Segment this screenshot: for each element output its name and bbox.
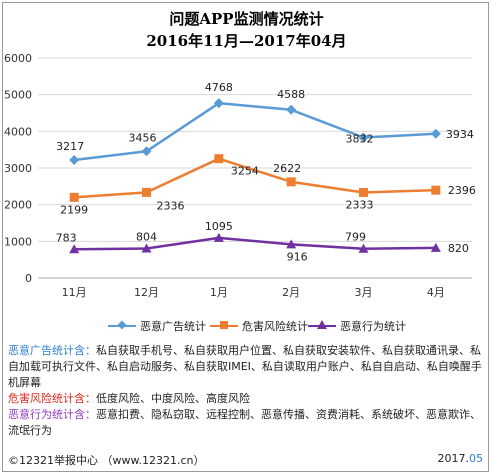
data-point bbox=[142, 187, 151, 197]
data-point bbox=[430, 128, 441, 139]
note-body: 恶意扣费、隐私窃取、远程控制、恶意传播、资费消耗、系统破坏、恶意欺诈、流氓行为 bbox=[8, 408, 481, 437]
legend-label: 恶意广告统计 bbox=[140, 320, 206, 333]
data-label: 3934 bbox=[446, 128, 474, 141]
data-label: 1095 bbox=[205, 220, 233, 233]
data-point bbox=[286, 104, 297, 115]
data-label: 3217 bbox=[56, 140, 84, 153]
data-point bbox=[358, 243, 369, 253]
x-tick-label: 11月 bbox=[62, 286, 87, 299]
note-heading: 恶意行为统计含： bbox=[8, 408, 96, 421]
data-point bbox=[431, 185, 441, 195]
data-label: 2396 bbox=[448, 184, 476, 197]
x-tick-label: 2月 bbox=[282, 286, 300, 299]
note-heading: 恶意广告统计含： bbox=[8, 344, 96, 357]
data-label: 4588 bbox=[277, 88, 305, 101]
data-label: 2333 bbox=[346, 198, 374, 211]
note-heading: 危害风险统计含： bbox=[8, 392, 96, 405]
data-point bbox=[286, 239, 297, 249]
y-tick-label: 2000 bbox=[4, 199, 32, 212]
chart-subtitle: 2016年11月—2017年04月 bbox=[146, 32, 347, 50]
data-point bbox=[359, 187, 368, 197]
note-body: 低度风险、中度风险、高度风险 bbox=[96, 392, 250, 405]
data-point bbox=[69, 244, 80, 254]
data-label: 3832 bbox=[346, 132, 374, 145]
data-point bbox=[141, 146, 152, 157]
data-label: 799 bbox=[345, 231, 366, 244]
footer-date-main: 2017. bbox=[437, 452, 470, 465]
x-tick-label: 3月 bbox=[355, 286, 373, 299]
note-risk: 危害风险统计含：低度风险、中度风险、高度风险 bbox=[8, 391, 484, 407]
data-point bbox=[213, 98, 224, 109]
triangle-marker-icon bbox=[317, 320, 327, 329]
note-ads: 恶意广告统计含：私自获取手机号、私自获取用户位置、私自获取安装软件、私自获取通讯… bbox=[8, 343, 484, 391]
footer-date: 2017.05 bbox=[438, 452, 484, 465]
data-point bbox=[430, 242, 441, 252]
data-label: 804 bbox=[136, 231, 157, 244]
x-tick-label: 4月 bbox=[427, 286, 445, 299]
data-label: 2336 bbox=[157, 199, 185, 212]
series-line bbox=[74, 101, 436, 162]
y-tick-label: 6000 bbox=[4, 52, 32, 65]
chart-frame bbox=[2, 2, 489, 472]
legend-label: 危害风险统计 bbox=[242, 320, 308, 333]
y-tick-label: 4000 bbox=[4, 125, 32, 138]
x-tick-label: 1月 bbox=[210, 286, 228, 299]
data-point bbox=[69, 192, 79, 202]
data-label: 4768 bbox=[205, 81, 233, 94]
footer-source: ©12321举报中心 （www.12321.cn） bbox=[8, 454, 205, 467]
y-tick-label: 5000 bbox=[4, 89, 32, 102]
y-tick-label: 1000 bbox=[4, 235, 32, 248]
square-marker-icon bbox=[220, 321, 228, 329]
data-point bbox=[358, 132, 369, 143]
data-label: 783 bbox=[56, 231, 77, 244]
data-point bbox=[286, 177, 296, 187]
note-body: 私自获取手机号、私自获取用户位置、私自获取安装软件、私自获取通讯录、私自加载可执… bbox=[8, 344, 482, 389]
data-label: 2199 bbox=[60, 203, 88, 216]
data-point bbox=[69, 155, 80, 166]
footer-date-accent: 05 bbox=[469, 452, 483, 465]
data-label: 916 bbox=[287, 250, 308, 263]
data-point bbox=[213, 232, 224, 242]
legend: 恶意广告统计 危害风险统计 恶意行为统计 bbox=[0, 318, 493, 334]
data-label: 820 bbox=[448, 242, 469, 255]
notes-section: 恶意广告统计含：私自获取手机号、私自获取用户位置、私自获取安装软件、私自获取通讯… bbox=[8, 343, 484, 439]
x-tick-label: 12月 bbox=[134, 286, 159, 299]
series-line bbox=[74, 157, 436, 199]
diamond-marker-icon bbox=[117, 320, 127, 330]
y-tick-label: 0 bbox=[25, 272, 32, 285]
y-tick-label: 3000 bbox=[4, 162, 32, 175]
series-line bbox=[74, 236, 436, 251]
note-behavior: 恶意行为统计含：恶意扣费、隐私窃取、远程控制、恶意传播、资费消耗、系统破坏、恶意… bbox=[8, 407, 484, 439]
data-label: 3254 bbox=[231, 165, 259, 178]
data-label: 3456 bbox=[129, 131, 157, 144]
legend-label: 恶意行为统计 bbox=[340, 320, 406, 333]
data-label: 2622 bbox=[273, 162, 301, 175]
data-point bbox=[141, 243, 152, 253]
chart-title: 问题APP监测情况统计 bbox=[169, 10, 324, 28]
data-point bbox=[214, 154, 224, 164]
